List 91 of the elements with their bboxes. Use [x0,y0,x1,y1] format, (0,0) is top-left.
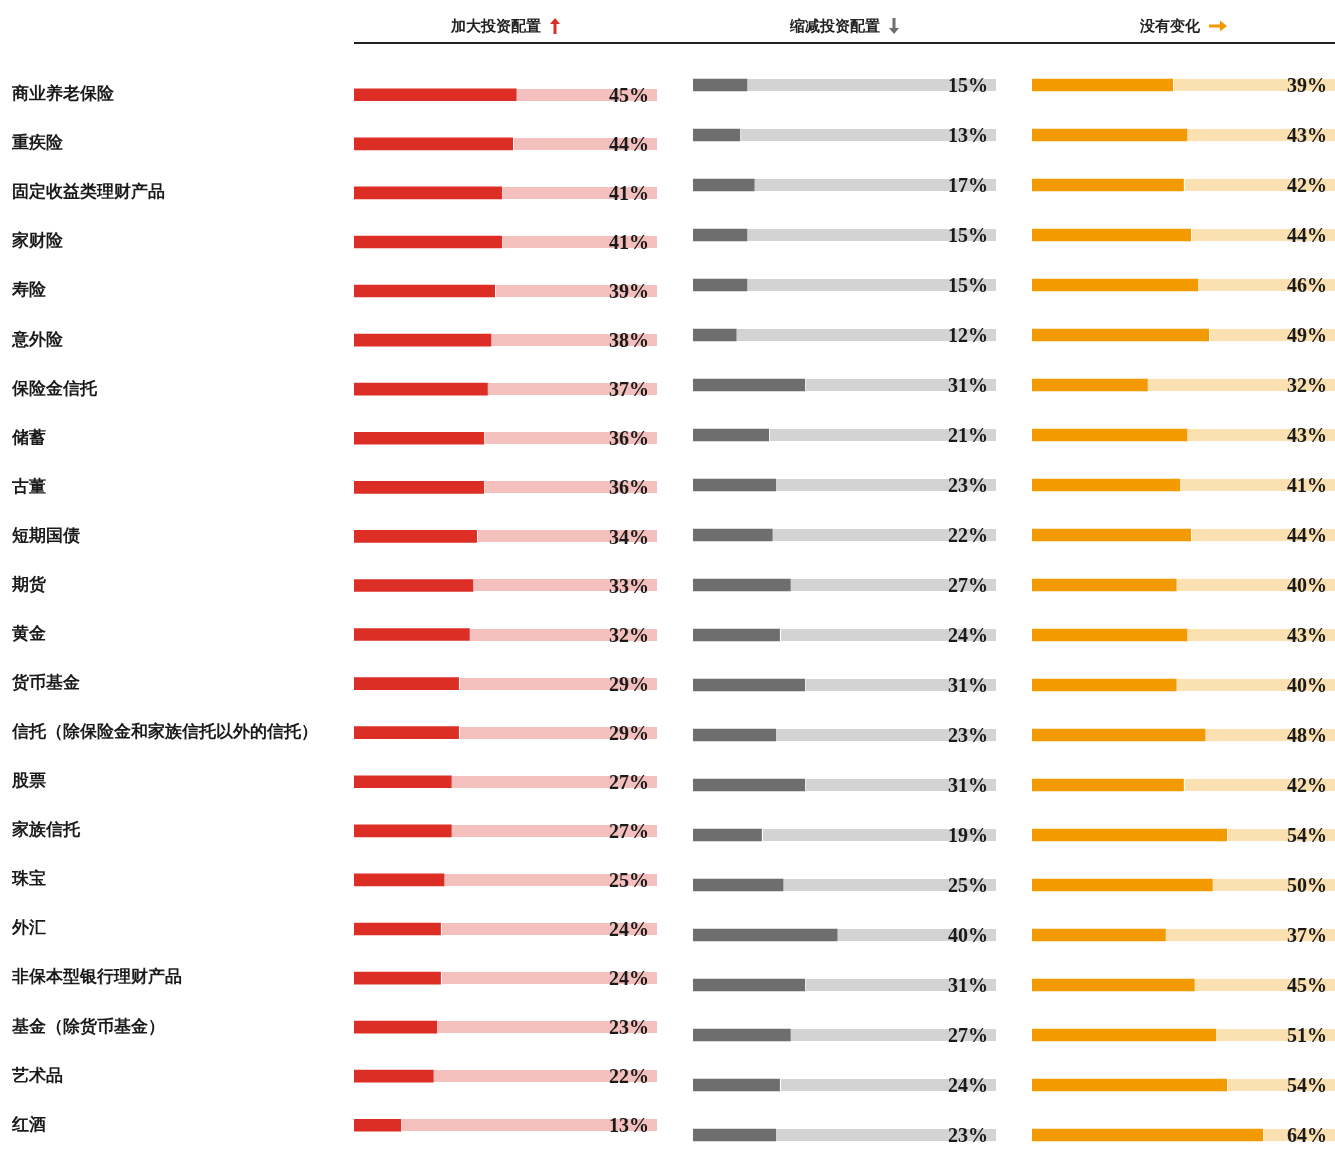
y-tick-label: 家财险 [11,230,64,251]
data-label: 29% [609,721,649,744]
data-label: 41% [1287,474,1327,497]
data-label: 43% [1287,624,1327,647]
y-tick-label: 古董 [11,475,46,496]
data-label: 27% [948,1024,988,1047]
data-label: 36% [609,476,649,499]
data-label: 23% [609,1016,649,1039]
data-label: 27% [609,820,649,842]
y-tick-label: 外汇 [11,917,46,938]
y-tick-label: 珠宝 [11,868,46,889]
data-label: 17% [948,174,988,197]
data-label: 24% [948,1074,988,1097]
data-label: 34% [609,525,649,548]
data-label: 54% [1287,824,1327,847]
data-label: 31% [948,974,988,997]
data-label: 45% [1287,974,1327,997]
data-label: 40% [948,924,988,947]
data-label: 24% [948,624,988,647]
data-label: 33% [609,574,649,597]
data-label: 36% [609,427,649,450]
data-label: 23% [948,724,988,747]
data-label: 44% [1287,524,1327,547]
data-label: 45% [609,83,649,106]
data-label: 32% [1287,374,1327,397]
data-label: 43% [1287,424,1327,447]
data-label: 23% [948,474,988,497]
chart-title: 缩减投资配置 [789,16,880,36]
data-label: 13% [609,1114,649,1137]
data-label: 40% [1287,674,1327,697]
data-label: 50% [1287,874,1327,897]
y-tick-label: 寿险 [11,279,47,300]
y-tick-label: 商业养老保险 [11,83,115,104]
y-tick-label: 意外险 [11,328,64,349]
y-tick-label: 红酒 [11,1113,46,1134]
data-label: 42% [1287,774,1327,797]
data-label: 15% [948,274,988,297]
y-tick-label: 基金（除货币基金） [11,1015,165,1036]
data-label: 49% [1287,324,1327,347]
y-tick-label: 非保本型银行理财产品 [11,966,182,987]
data-label: 32% [609,623,649,646]
data-label: 31% [948,774,988,797]
data-label: 25% [609,869,649,892]
data-label: 21% [948,424,988,447]
data-label: 40% [1287,574,1327,597]
data-label: 27% [609,770,649,793]
data-label: 44% [609,132,649,155]
data-label: 37% [609,378,649,401]
data-label: 24% [609,967,649,990]
data-label: 42% [1287,174,1327,197]
data-label: 39% [1287,74,1327,97]
data-label: 43% [1287,124,1327,147]
data-label: 13% [948,124,988,147]
data-label: 31% [948,674,988,697]
y-tick-label: 短期国债 [11,524,80,545]
chart-title: 没有变化 [1139,16,1200,36]
y-tick-label: 期货 [11,573,47,594]
data-label: 15% [948,224,988,247]
data-label: 44% [1287,224,1327,247]
y-tick-label: 家族信托 [11,819,81,840]
data-label: 64% [1287,1124,1327,1147]
y-tick-label: 保险金信托 [11,377,98,398]
data-label: 12% [948,324,988,347]
data-label: 22% [609,1065,649,1088]
y-tick-label: 黄金 [11,622,46,643]
data-label: 31% [948,374,988,397]
data-label: 51% [1287,1024,1327,1047]
y-tick-label: 股票 [11,770,46,791]
data-label: 41% [609,231,649,254]
data-label: 24% [609,918,649,941]
data-label: 25% [948,874,988,897]
data-label: 46% [1287,274,1327,297]
data-label: 38% [609,329,649,352]
y-tick-label: 艺术品 [11,1064,63,1085]
data-label: 29% [609,672,649,695]
data-label: 41% [609,182,649,205]
data-label: 54% [1287,1074,1327,1097]
data-label: 27% [948,574,988,597]
data-label: 22% [948,524,988,547]
y-tick-label: 重疾险 [11,132,64,153]
data-label: 19% [948,824,988,847]
y-tick-label: 储蓄 [11,426,46,447]
data-label: 23% [948,1124,988,1147]
y-tick-label: 信托（除保险金和家族信托以外的信托） [11,721,318,742]
y-tick-label: 固定收益类理财产品 [12,181,165,202]
chart-title: 加大投资配置 [450,16,541,36]
y-tick-label: 货币基金 [11,672,80,693]
data-label: 37% [1287,924,1327,947]
data-label: 48% [1287,724,1327,747]
data-label: 15% [948,74,988,97]
data-label: 39% [609,280,649,303]
